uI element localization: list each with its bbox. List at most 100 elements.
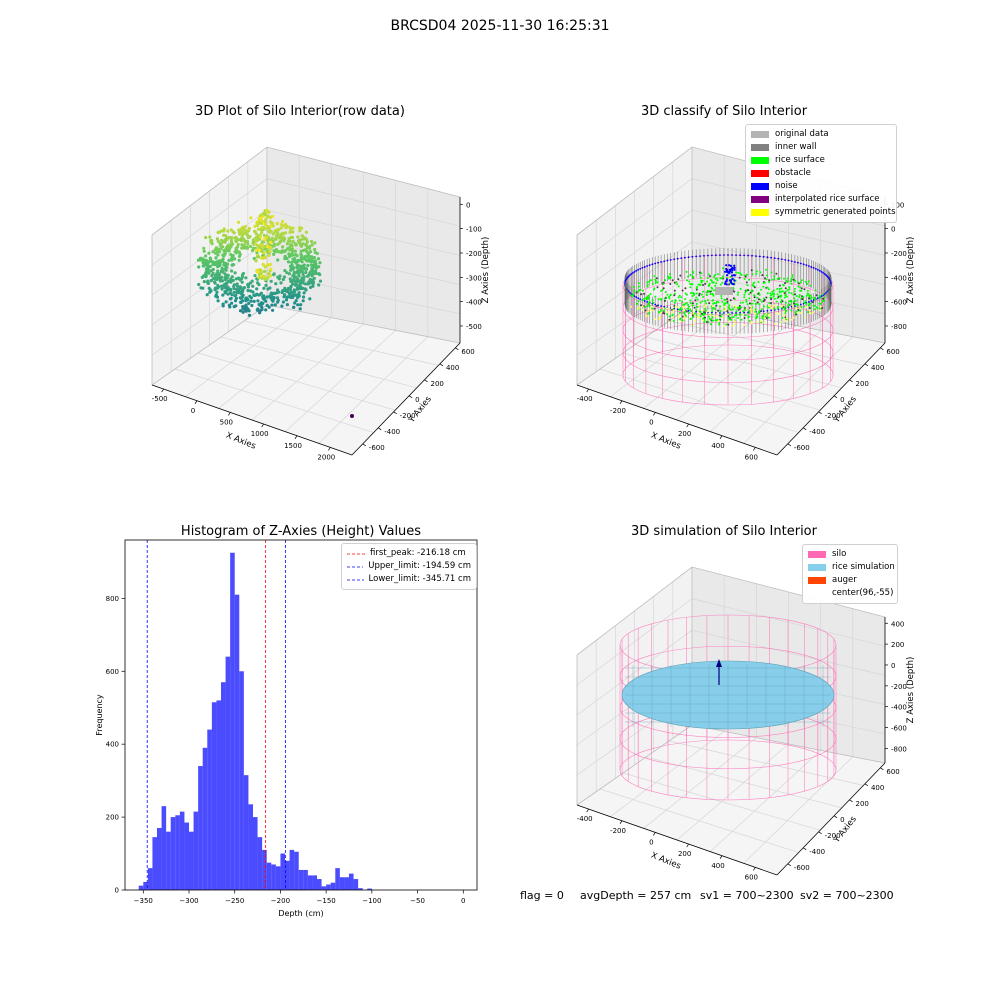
p2-rice-surface-point bbox=[640, 304, 643, 307]
p2-noise-point bbox=[755, 255, 757, 257]
p1-y-tick-label: 400 bbox=[446, 364, 459, 372]
p1-data-point bbox=[210, 242, 214, 246]
p1-data-point bbox=[211, 267, 215, 271]
p2-rice-surface-point bbox=[757, 281, 760, 283]
p4-y-tick-mark bbox=[818, 831, 822, 835]
p2-noise-point bbox=[780, 258, 783, 261]
p4-y-tick-mark bbox=[833, 815, 838, 819]
histogram-x-axis-label: Depth (cm) bbox=[278, 909, 323, 918]
p2-rice-surface-point bbox=[638, 289, 641, 291]
p4-x-tick-label: -400 bbox=[577, 815, 593, 823]
p2-rice-surface-point bbox=[728, 313, 731, 316]
p2-rice-surface-point bbox=[768, 281, 770, 283]
p1-data-point bbox=[288, 230, 292, 234]
p2-noise-point bbox=[673, 258, 676, 261]
p1-data-point bbox=[225, 265, 229, 269]
p2-rice-surface-point bbox=[727, 323, 730, 326]
p2-rice-surface-point bbox=[778, 284, 781, 287]
p1-data-point bbox=[293, 249, 297, 253]
p2-rice-surface-point bbox=[786, 306, 789, 309]
p1-data-point bbox=[259, 301, 263, 305]
p2-symmetric-point bbox=[799, 307, 802, 310]
p1-axes-box: -50005001000150020006004002000-200-400-6… bbox=[151, 146, 491, 461]
p2-rice-surface-point bbox=[803, 301, 806, 304]
p2-rice-surface-point bbox=[765, 268, 767, 271]
p1-data-point bbox=[216, 230, 220, 235]
p1-data-point bbox=[266, 244, 270, 248]
p2-rice-surface-point bbox=[697, 283, 700, 286]
p2-rice-surface-point bbox=[769, 292, 772, 295]
histogram-y-tick-label: 0 bbox=[115, 887, 119, 895]
p2-y-axis-label: Y Axies bbox=[831, 394, 859, 426]
p1-data-point bbox=[289, 285, 293, 289]
p4-z-tick-label: -200 bbox=[891, 683, 907, 691]
p2-rice-surface-point bbox=[711, 281, 714, 284]
p2-rice-surface-point bbox=[704, 308, 707, 311]
p1-grid bbox=[285, 330, 396, 432]
histogram-bar bbox=[225, 656, 231, 890]
p1-data-point bbox=[263, 222, 267, 226]
p2-rice-surface-point bbox=[726, 310, 729, 313]
p2-rice-surface-point bbox=[818, 302, 821, 305]
p1-data-point bbox=[296, 278, 300, 282]
p1-data-point bbox=[306, 259, 310, 263]
p2-rice-surface-point bbox=[807, 292, 809, 295]
p1-data-point bbox=[247, 301, 251, 305]
p1-data-point bbox=[223, 272, 227, 276]
p2-symmetric-point bbox=[630, 305, 633, 308]
p2-symmetric-point bbox=[754, 312, 757, 315]
status-avg-depth: avgDepth = 257 cm bbox=[580, 889, 692, 902]
p4-z-tick-label: 200 bbox=[891, 641, 904, 649]
p2-symmetric-point bbox=[709, 314, 712, 317]
p1-data-point bbox=[286, 260, 291, 264]
p1-z-tick-label: -300 bbox=[466, 274, 482, 282]
p4-grid bbox=[576, 629, 693, 716]
p2-rice-surface-point bbox=[737, 271, 740, 274]
p1-data-point bbox=[199, 258, 203, 262]
p2-rice-surface-point bbox=[668, 297, 671, 300]
p2-rice-surface-point bbox=[708, 282, 711, 285]
panel2-legend: original data inner wall rice surface obsta… bbox=[745, 124, 897, 223]
p2-legend-item: obstacle bbox=[751, 167, 891, 180]
p2-symmetric-point bbox=[770, 307, 773, 310]
p1-data-point bbox=[300, 254, 304, 258]
p2-rice-surface-point bbox=[660, 298, 663, 301]
p2-noise-point bbox=[687, 309, 690, 312]
p2-noise-point bbox=[725, 278, 728, 281]
p1-data-point bbox=[206, 268, 210, 272]
p2-rice-surface-point bbox=[645, 298, 648, 301]
p1-data-point bbox=[238, 278, 242, 282]
p1-grid bbox=[266, 178, 461, 227]
p2-rice-surface-point bbox=[807, 280, 810, 283]
p1-data-point bbox=[253, 293, 257, 297]
p1-data-point bbox=[264, 227, 268, 231]
p2-noise-point bbox=[733, 279, 736, 282]
p2-rice-surface-point bbox=[719, 277, 722, 280]
p2-noise-point bbox=[639, 267, 642, 270]
p2-rice-surface-point bbox=[797, 285, 800, 288]
histogram-x-tick-label: −300 bbox=[179, 897, 198, 905]
p2-rice-surface-point bbox=[719, 283, 722, 286]
p2-rice-surface-point bbox=[647, 312, 650, 315]
p4-x-tick-mark bbox=[753, 867, 756, 871]
p2-noise-point bbox=[635, 269, 638, 272]
p4-y-axis-line bbox=[776, 762, 886, 876]
p1-data-point bbox=[314, 269, 318, 273]
p1-z-tick-label: 0 bbox=[466, 201, 470, 209]
p2-rice-surface-point bbox=[630, 294, 633, 297]
p4-grid bbox=[643, 737, 757, 829]
p2-rice-surface-point bbox=[712, 302, 715, 305]
p4-y-axis-label: Y Axies bbox=[831, 814, 859, 846]
histogram-x-tick-label: 0 bbox=[461, 897, 465, 905]
p1-data-point bbox=[257, 227, 261, 231]
p2-rice-surface-point bbox=[700, 312, 703, 315]
p1-data-point bbox=[304, 270, 308, 275]
p1-data-point bbox=[302, 275, 306, 279]
p2-rice-surface-point bbox=[790, 292, 793, 295]
p2-rice-surface-point bbox=[744, 275, 747, 278]
p2-rice-surface-point bbox=[689, 286, 692, 289]
p2-noise-point bbox=[719, 254, 721, 256]
p2-noise-point bbox=[731, 254, 733, 256]
p4-legend-label: auger bbox=[832, 575, 857, 585]
p2-noise-point bbox=[648, 264, 651, 267]
